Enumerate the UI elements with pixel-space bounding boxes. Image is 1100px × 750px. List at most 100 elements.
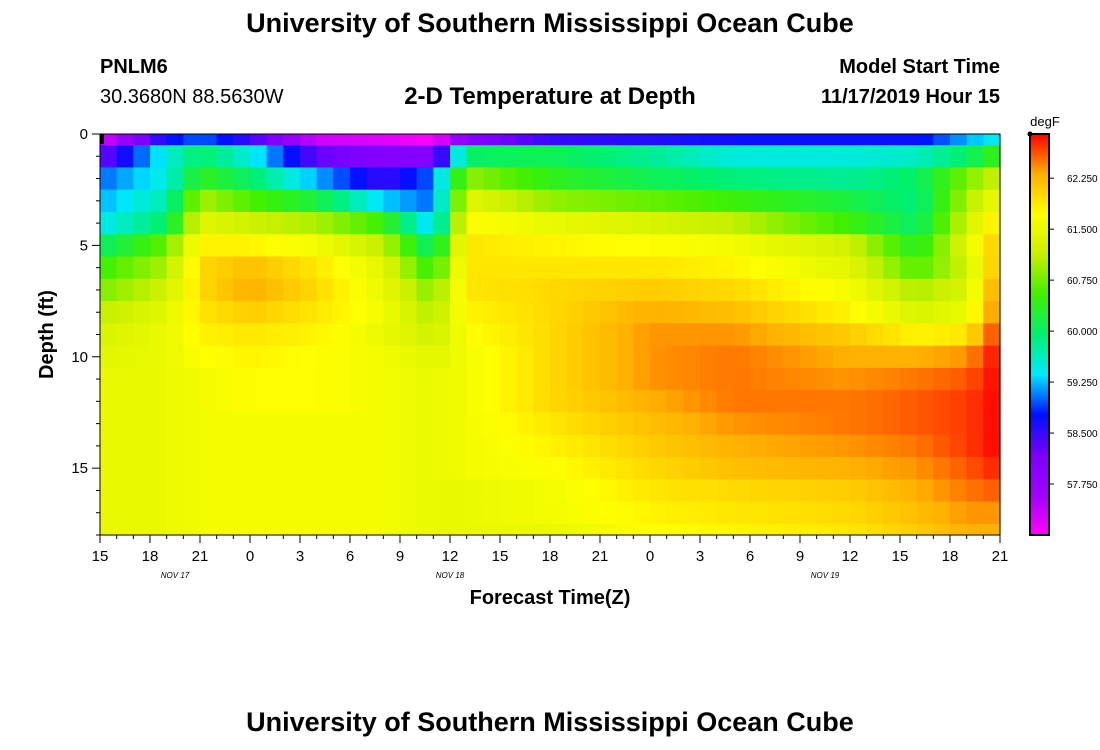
heatmap-cell xyxy=(933,457,951,480)
heatmap-cell xyxy=(416,189,434,213)
heatmap-cell xyxy=(866,390,884,414)
heatmap-cell xyxy=(900,523,918,536)
heatmap-cell xyxy=(283,301,301,324)
heatmap-cell xyxy=(233,390,251,414)
heatmap-cell xyxy=(966,134,984,146)
heatmap-cell xyxy=(933,479,951,503)
heatmap-cell xyxy=(700,390,718,414)
heatmap-cell xyxy=(866,457,884,480)
heatmap-cell xyxy=(950,278,968,302)
heatmap-cell xyxy=(383,278,401,302)
heatmap-cell xyxy=(750,367,768,391)
heatmap-cell xyxy=(883,134,901,146)
heatmap-cell xyxy=(883,323,901,347)
heatmap-cell xyxy=(100,145,118,169)
heatmap-cell xyxy=(566,479,584,503)
heatmap-cell xyxy=(900,211,918,235)
heatmap-cell xyxy=(533,234,551,258)
heatmap-cell xyxy=(550,479,568,503)
heatmap-cell xyxy=(133,457,151,480)
heatmap-cell xyxy=(733,412,751,436)
heatmap-cell xyxy=(600,211,618,235)
heatmap-cell xyxy=(150,167,168,191)
heatmap-cell xyxy=(666,278,684,302)
heatmap-cell xyxy=(383,301,401,324)
heatmap-cells xyxy=(100,134,1001,536)
heatmap-cell xyxy=(183,479,201,503)
heatmap-cell xyxy=(416,256,434,280)
heatmap-cell xyxy=(250,134,268,146)
heatmap-cell xyxy=(766,390,784,414)
heatmap-cell xyxy=(966,323,984,347)
heatmap-cell xyxy=(366,134,384,146)
heatmap-cell xyxy=(100,134,118,146)
heatmap-cell xyxy=(850,501,868,525)
heatmap-cell xyxy=(800,256,818,280)
heatmap-cell xyxy=(566,278,584,302)
heatmap-cell xyxy=(183,134,201,146)
heatmap-cell xyxy=(516,501,534,525)
heatmap-cell xyxy=(666,256,684,280)
heatmap-cell xyxy=(716,367,734,391)
heatmap-cell xyxy=(133,501,151,525)
heatmap-cell xyxy=(400,189,418,213)
heatmap-cell xyxy=(566,457,584,480)
heatmap-cell xyxy=(433,189,451,213)
heatmap-cell xyxy=(966,278,984,302)
y-axis: 0 5 10 15 xyxy=(71,126,100,536)
heatmap-cell xyxy=(500,523,518,536)
heatmap-cell xyxy=(900,256,918,280)
heatmap-cell xyxy=(366,523,384,536)
heatmap-cell xyxy=(266,390,284,414)
heatmap-cell xyxy=(750,457,768,480)
heatmap-cell xyxy=(700,145,718,169)
heatmap-cell xyxy=(800,390,818,414)
heatmap-cell xyxy=(750,145,768,169)
heatmap-cell xyxy=(866,479,884,503)
heatmap-cell xyxy=(416,367,434,391)
heatmap-cell xyxy=(833,301,851,324)
heatmap-cell xyxy=(150,412,168,436)
heatmap-cell xyxy=(150,323,168,347)
heatmap-cell xyxy=(833,412,851,436)
heatmap-cell xyxy=(883,145,901,169)
heatmap-cell xyxy=(400,167,418,191)
heatmap-cell xyxy=(450,301,468,324)
heatmap-cell xyxy=(183,189,201,213)
heatmap-cell xyxy=(150,145,168,169)
heatmap-cell xyxy=(316,323,334,347)
heatmap-cell xyxy=(750,434,768,458)
heatmap-cell xyxy=(733,301,751,324)
heatmap-cell xyxy=(533,367,551,391)
heatmap-cell xyxy=(416,145,434,169)
heatmap-cell xyxy=(966,501,984,525)
heatmap-cell xyxy=(350,390,368,414)
heatmap-cell xyxy=(100,256,118,280)
heatmap-cell xyxy=(250,501,268,525)
heatmap-cell xyxy=(566,367,584,391)
heatmap-cell xyxy=(383,211,401,235)
heatmap-cell xyxy=(583,479,601,503)
heatmap-cell xyxy=(950,501,968,525)
heatmap-cell xyxy=(400,145,418,169)
heatmap-cell xyxy=(716,167,734,191)
heatmap-cell xyxy=(466,278,484,302)
heatmap-cell xyxy=(583,345,601,369)
heatmap-cell xyxy=(400,323,418,347)
heatmap-cell xyxy=(500,457,518,480)
heatmap-cell xyxy=(166,323,184,347)
heatmap-cell xyxy=(816,457,834,480)
heatmap-cell xyxy=(550,134,568,146)
heatmap-cell xyxy=(416,479,434,503)
heatmap-cell xyxy=(883,345,901,369)
heatmap-cell xyxy=(283,167,301,191)
heatmap-cell xyxy=(333,390,351,414)
heatmap-cell xyxy=(200,145,218,169)
heatmap-cell xyxy=(433,211,451,235)
heatmap-cell xyxy=(866,256,884,280)
heatmap-cell xyxy=(266,412,284,436)
heatmap-cell xyxy=(350,457,368,480)
bottom-title: University of Southern Mississippi Ocean… xyxy=(246,707,854,737)
heatmap-cell xyxy=(683,390,701,414)
heatmap-cell xyxy=(166,145,184,169)
